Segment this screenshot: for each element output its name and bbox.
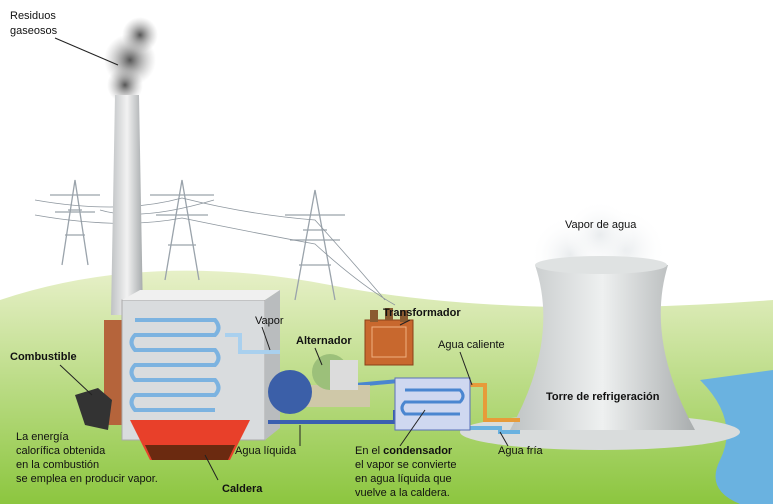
label: se emplea en producir vapor.: [16, 473, 158, 485]
condenser: [394, 377, 471, 431]
label: en la combustión: [16, 459, 99, 471]
label: Vapor: [255, 315, 284, 327]
coal-pile: [75, 388, 112, 430]
label-part: En el: [355, 445, 380, 457]
leader-lines: [54, 37, 509, 481]
label: en agua líquida que: [355, 473, 452, 485]
label: Caldera: [222, 483, 263, 495]
label: calorífica obtenida: [16, 445, 106, 457]
label: En el condensador: [355, 445, 453, 457]
label: Agua caliente: [438, 339, 505, 351]
label: gaseosos: [10, 25, 58, 37]
label: Vapor de agua: [565, 219, 637, 231]
chimney: [104, 17, 158, 315]
label: Residuos: [10, 10, 56, 22]
label: el vapor se convierte: [355, 459, 457, 471]
cooling-tower: [510, 200, 695, 430]
label: La energía: [16, 431, 69, 443]
pylons: [34, 179, 396, 306]
label: Torre de refrigeración: [546, 391, 660, 403]
label: Combustible: [10, 351, 77, 363]
label: vuelve a la caldera.: [355, 487, 450, 499]
label: Agua fría: [498, 445, 544, 457]
label: Alternador: [296, 335, 352, 347]
boiler: [104, 290, 280, 460]
label-term: condensador: [383, 445, 453, 457]
label: Agua líquida: [235, 445, 297, 457]
label: Transformador: [383, 307, 461, 319]
transformer: [364, 308, 414, 366]
